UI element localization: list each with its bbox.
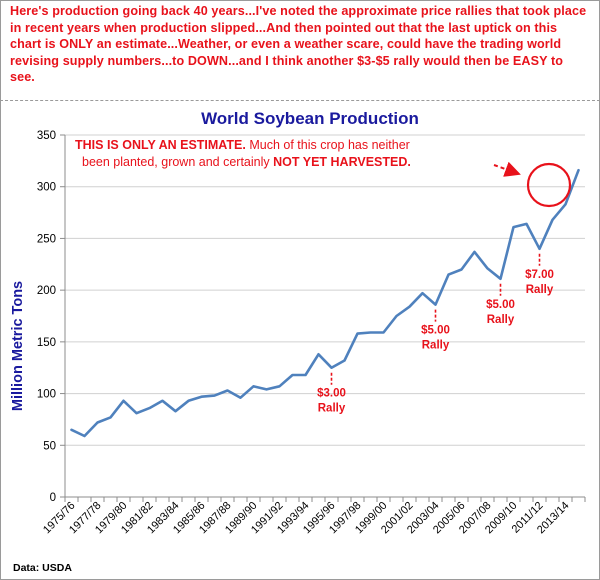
estimate-highlight-circle <box>526 162 572 208</box>
rally-word-label: Rally <box>318 403 346 415</box>
estimate-note-bold-2: NOT YET HARVESTED. <box>273 155 411 169</box>
rally-price-label: $5.00 <box>486 299 515 311</box>
y-tick-label: 50 <box>43 440 56 452</box>
estimate-note-line-2: been planted, grown and certainly NOT YE… <box>82 155 411 169</box>
rally-price-label: $3.00 <box>317 388 346 400</box>
y-tick-label: 150 <box>37 337 56 349</box>
header-divider <box>0 100 600 101</box>
rally-annotation: $5.00 Rally <box>421 309 450 352</box>
commentary-text: Here's production going back 40 years...… <box>10 4 587 85</box>
x-tick-labels: 1975/761977/781979/801981/821983/841985/… <box>41 500 572 537</box>
rally-annotation: $5.00 Rally <box>486 283 515 326</box>
y-axis-label: Million Metric Tons <box>10 281 26 411</box>
axes <box>64 135 586 502</box>
y-tick-label: 0 <box>50 492 56 504</box>
rally-annotation: $7.00 Rally <box>525 253 554 296</box>
rally-word-label: Rally <box>526 284 554 296</box>
source-note: Data: USDA <box>13 562 72 574</box>
estimate-note-rest-1: Much of this crop has neither <box>246 138 410 152</box>
rally-annotations: $3.00 Rally $5.00 Rally $5.00 Rally $7.00 Rally <box>317 253 554 415</box>
rally-price-label: $7.00 <box>525 269 554 281</box>
y-tick-label: 300 <box>37 182 56 194</box>
estimate-note-rest-2: been planted, grown and certainly <box>82 155 273 169</box>
estimate-arrow <box>493 161 521 177</box>
estimate-note-line-1: THIS IS ONLY AN ESTIMATE. Much of this c… <box>75 138 410 152</box>
y-tick-label: 250 <box>37 233 56 245</box>
rally-word-label: Rally <box>487 314 515 326</box>
rally-annotation: $3.00 Rally <box>317 372 346 415</box>
series-line <box>70 168 580 438</box>
y-tick-label: 100 <box>37 389 56 401</box>
chart-title: World Soybean Production <box>201 109 419 128</box>
y-tick-label: 350 <box>37 130 56 142</box>
estimate-note-bold-1: THIS IS ONLY AN ESTIMATE. <box>75 138 246 152</box>
gridlines <box>60 134 585 498</box>
rally-price-label: $5.00 <box>421 325 450 337</box>
y-tick-labels: 0 50 100 150 200 250 300 350 <box>37 130 56 504</box>
data-series <box>70 168 580 438</box>
y-tick-label: 200 <box>37 285 56 297</box>
rally-word-label: Rally <box>422 340 450 352</box>
